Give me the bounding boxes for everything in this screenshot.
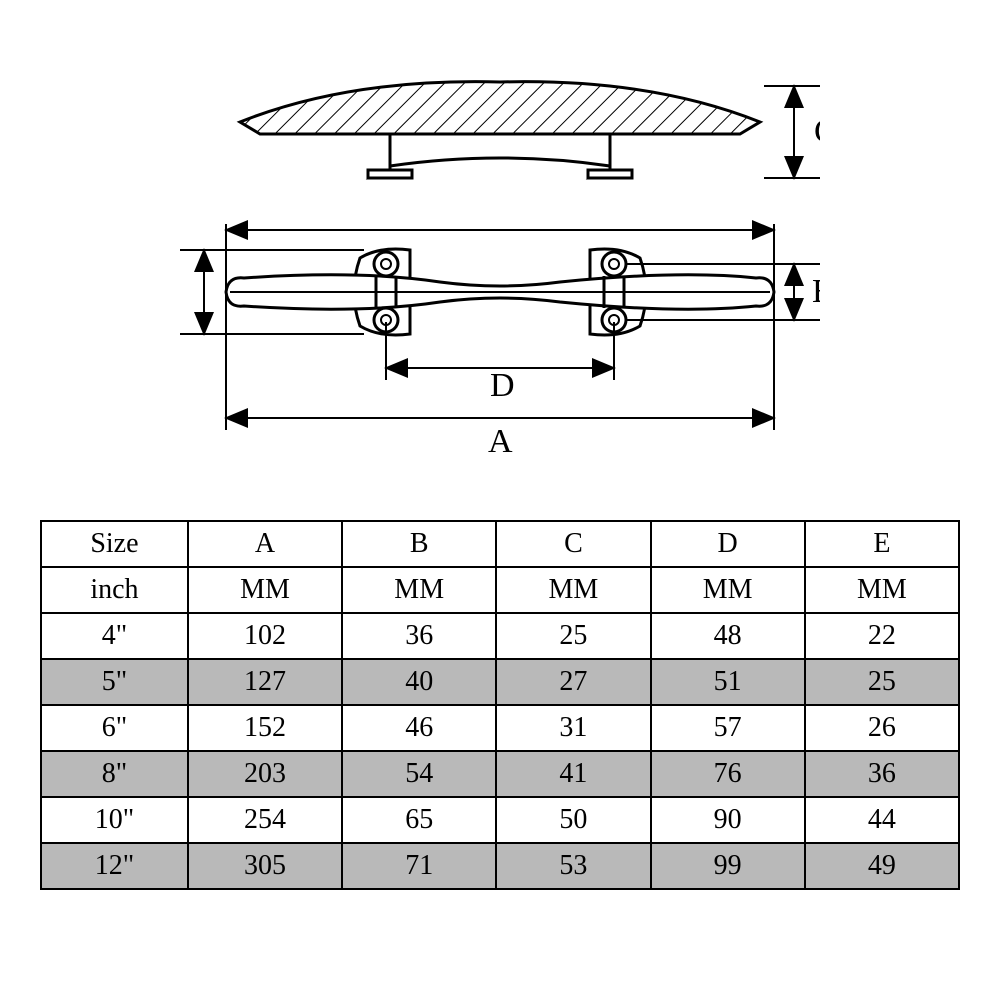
unit-a: MM — [188, 567, 342, 613]
col-b: B — [342, 521, 496, 567]
table-cell: 36 — [342, 613, 496, 659]
table-cell: 46 — [342, 705, 496, 751]
table-cell: 99 — [651, 843, 805, 889]
top-view: A D B E — [180, 224, 820, 460]
table-cell: 90 — [651, 797, 805, 843]
table-cell: 36 — [805, 751, 959, 797]
spec-table: Size A B C D E inch MM MM MM MM MM 4"102… — [40, 520, 960, 890]
table-cell: 12" — [41, 843, 188, 889]
table-cell: 305 — [188, 843, 342, 889]
table-cell: 25 — [496, 613, 650, 659]
table-cell: 152 — [188, 705, 342, 751]
table-cell: 49 — [805, 843, 959, 889]
unit-d: MM — [651, 567, 805, 613]
table-header-row: Size A B C D E — [41, 521, 959, 567]
spec-table-wrap: Size A B C D E inch MM MM MM MM MM 4"102… — [40, 520, 960, 890]
table-cell: 102 — [188, 613, 342, 659]
col-a: A — [188, 521, 342, 567]
dim-label-a: A — [488, 423, 513, 460]
table-cell: 31 — [496, 705, 650, 751]
table-row: 6"15246315726 — [41, 705, 959, 751]
col-d: D — [651, 521, 805, 567]
table-cell: 127 — [188, 659, 342, 705]
table-cell: 71 — [342, 843, 496, 889]
table-cell: 26 — [805, 705, 959, 751]
table-cell: 6" — [41, 705, 188, 751]
table-row: 10"25465509044 — [41, 797, 959, 843]
unit-b: MM — [342, 567, 496, 613]
table-cell: 40 — [342, 659, 496, 705]
table-cell: 65 — [342, 797, 496, 843]
dim-label-c: C — [814, 113, 820, 150]
diagram-svg: C — [180, 50, 820, 480]
table-cell: 10" — [41, 797, 188, 843]
table-cell: 254 — [188, 797, 342, 843]
col-e: E — [805, 521, 959, 567]
table-cell: 27 — [496, 659, 650, 705]
table-cell: 54 — [342, 751, 496, 797]
table-cell: 48 — [651, 613, 805, 659]
table-cell: 50 — [496, 797, 650, 843]
table-cell: 76 — [651, 751, 805, 797]
table-cell: 44 — [805, 797, 959, 843]
col-c: C — [496, 521, 650, 567]
unit-e: MM — [805, 567, 959, 613]
table-cell: 57 — [651, 705, 805, 751]
page: C — [0, 0, 1000, 1000]
table-row: 4"10236254822 — [41, 613, 959, 659]
table-cell: 51 — [651, 659, 805, 705]
cleat-diagram: C — [180, 50, 820, 480]
side-view: C — [240, 82, 820, 178]
table-cell: 203 — [188, 751, 342, 797]
table-cell: 8" — [41, 751, 188, 797]
table-cell: 22 — [805, 613, 959, 659]
table-row: 8"20354417636 — [41, 751, 959, 797]
table-cell: 25 — [805, 659, 959, 705]
table-cell: 4" — [41, 613, 188, 659]
table-row: 12"30571539949 — [41, 843, 959, 889]
dim-label-d: D — [490, 367, 515, 404]
dim-label-e: E — [812, 273, 820, 310]
table-cell: 53 — [496, 843, 650, 889]
unit-c: MM — [496, 567, 650, 613]
unit-size: inch — [41, 567, 188, 613]
table-row: 5"12740275125 — [41, 659, 959, 705]
table-unit-row: inch MM MM MM MM MM — [41, 567, 959, 613]
table-cell: 41 — [496, 751, 650, 797]
col-size: Size — [41, 521, 188, 567]
table-cell: 5" — [41, 659, 188, 705]
